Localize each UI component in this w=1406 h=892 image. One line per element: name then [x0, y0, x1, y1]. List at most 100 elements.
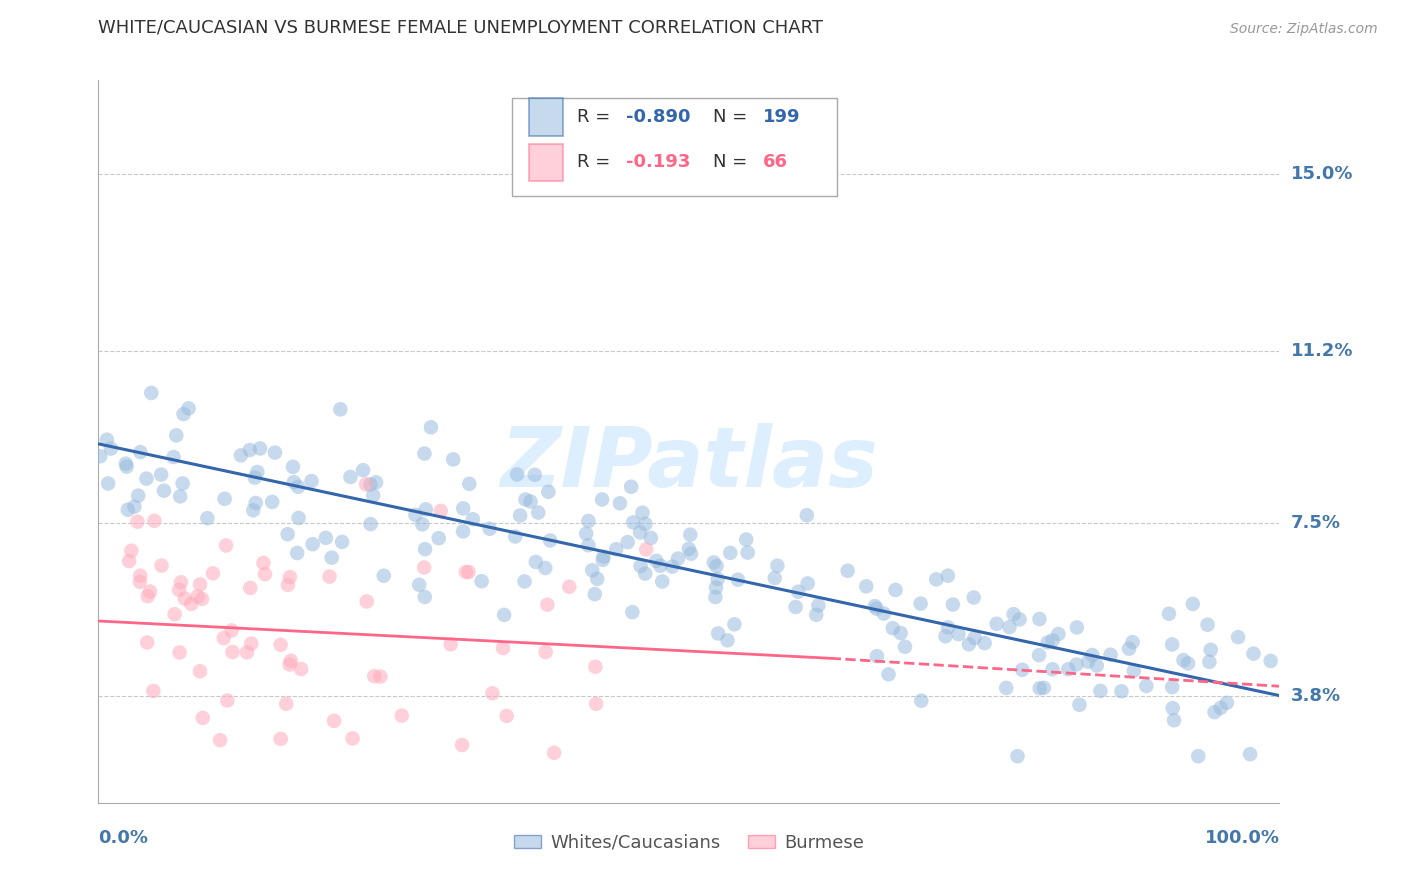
Point	[1239, 747, 1261, 761]
Point	[97, 476, 120, 491]
Point	[865, 601, 887, 615]
Point	[114, 457, 136, 471]
FancyBboxPatch shape	[530, 144, 562, 181]
Point	[1161, 680, 1184, 694]
Point	[287, 480, 309, 494]
Point	[221, 645, 243, 659]
Point	[1081, 648, 1104, 662]
Point	[785, 599, 807, 614]
Point	[1090, 684, 1112, 698]
Point	[153, 483, 176, 498]
Point	[441, 452, 464, 467]
Point	[280, 654, 302, 668]
Point	[592, 549, 614, 564]
Point	[1227, 630, 1250, 644]
Point	[173, 591, 195, 606]
Point	[942, 598, 965, 612]
Point	[100, 442, 122, 456]
Point	[1204, 705, 1226, 719]
Point	[1122, 635, 1144, 649]
Point	[1157, 607, 1180, 621]
Point	[270, 731, 292, 746]
Point	[264, 445, 287, 459]
Point	[330, 535, 353, 549]
Point	[1135, 679, 1157, 693]
Point	[707, 626, 730, 640]
Point	[245, 496, 267, 510]
Text: 199: 199	[763, 108, 801, 126]
Point	[723, 617, 745, 632]
Point	[278, 570, 301, 584]
Point	[620, 480, 643, 494]
Point	[925, 573, 948, 587]
Point	[934, 629, 956, 643]
Point	[165, 428, 187, 442]
Point	[1007, 749, 1029, 764]
Point	[461, 512, 484, 526]
Point	[716, 633, 738, 648]
Point	[96, 433, 118, 447]
Point	[678, 541, 700, 556]
Point	[609, 496, 631, 510]
Point	[136, 635, 159, 649]
Point	[494, 607, 516, 622]
Point	[180, 597, 202, 611]
Point	[1187, 749, 1209, 764]
Point	[506, 467, 529, 482]
Point	[583, 587, 606, 601]
Point	[120, 543, 142, 558]
Point	[454, 565, 477, 579]
Text: 100.0%: 100.0%	[1205, 829, 1279, 847]
Point	[616, 535, 638, 549]
Point	[188, 665, 211, 679]
Point	[169, 490, 191, 504]
Point	[177, 401, 200, 416]
Text: R =: R =	[576, 108, 610, 126]
Point	[963, 591, 986, 605]
Point	[239, 442, 262, 457]
Point	[634, 566, 657, 581]
Point	[986, 616, 1008, 631]
Point	[150, 467, 173, 482]
Point	[1028, 612, 1050, 626]
Point	[354, 477, 377, 491]
Point	[1077, 655, 1099, 669]
Point	[370, 669, 392, 683]
Point	[495, 709, 517, 723]
Point	[1260, 654, 1282, 668]
Point	[129, 574, 152, 589]
Point	[411, 517, 433, 532]
Point	[89, 450, 111, 464]
Point	[706, 572, 728, 586]
Point	[188, 577, 211, 591]
Point	[139, 584, 162, 599]
Text: 7.5%: 7.5%	[1291, 514, 1340, 533]
Point	[1177, 657, 1199, 671]
Point	[536, 598, 558, 612]
Point	[1163, 713, 1185, 727]
Point	[884, 582, 907, 597]
Point	[440, 637, 463, 651]
Point	[221, 624, 243, 638]
Point	[321, 550, 343, 565]
Point	[360, 517, 382, 532]
Point	[787, 584, 810, 599]
Point	[681, 547, 703, 561]
Point	[276, 697, 298, 711]
Point	[586, 572, 609, 586]
Point	[281, 459, 304, 474]
Point	[217, 693, 239, 707]
Point	[894, 640, 917, 654]
Point	[115, 459, 138, 474]
Point	[703, 556, 725, 570]
Point	[315, 531, 337, 545]
Point	[1066, 657, 1088, 672]
Point	[910, 597, 932, 611]
Point	[492, 641, 515, 656]
Point	[458, 476, 481, 491]
Point	[523, 467, 546, 482]
Point	[513, 574, 536, 589]
Point	[135, 472, 157, 486]
Point	[249, 442, 271, 456]
Point	[301, 474, 323, 488]
